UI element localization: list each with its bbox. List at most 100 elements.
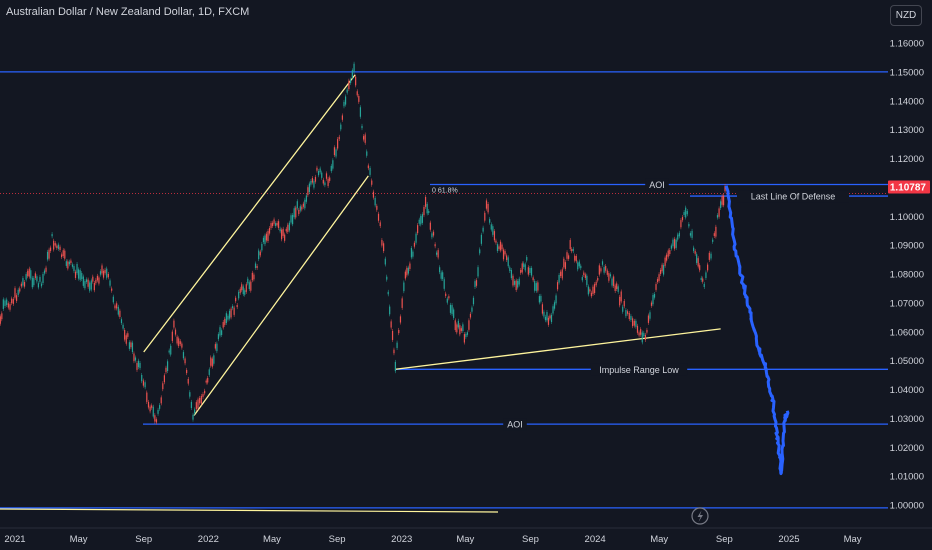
candle-body [530,267,533,276]
candle-body [131,342,134,352]
candle-body [111,288,113,291]
candle-body [340,124,342,130]
y-tick-label: 1.14000 [890,96,924,107]
candle-body [672,239,674,247]
candle-body [230,308,232,318]
candle-body [431,233,433,238]
x-tick-label: 2024 [585,534,606,545]
candle-body [552,306,554,314]
candle-body [521,263,523,273]
currency-button[interactable]: NZD [890,5,922,26]
projection-path [724,185,790,476]
candle-body [440,272,442,279]
candle-body [393,349,395,354]
candle-body [157,409,159,414]
candle-body [40,283,43,287]
candle-body [102,270,105,278]
y-tick-label: 1.05000 [890,356,924,367]
candle-body [31,277,33,288]
level-label-1: AOI [649,180,665,190]
current-price-badge [888,180,930,194]
candle-body [413,242,416,247]
candle-body [181,343,183,348]
candle-body [724,185,726,192]
y-tick-label: 1.12000 [890,154,924,165]
candle-body [259,251,261,256]
candle-body [572,248,574,252]
candle-body [449,304,452,313]
candle-body [20,283,22,287]
candle-body [176,336,178,344]
lightning-icon[interactable] [691,507,709,525]
candle-body [341,115,344,120]
candle-body [526,257,528,261]
candle-body [267,231,269,242]
candle-body [501,244,503,250]
candle-body [523,263,525,267]
level-label-2: Last Line Of Defense [751,192,836,202]
candle-body [410,248,413,258]
candle-body [214,344,216,349]
candle-body [114,305,116,309]
candle-body [718,208,720,217]
candle-body [613,276,615,287]
candle-body [584,274,586,278]
candle-body [139,362,141,369]
candle-body [653,293,656,298]
candle-body [92,276,94,282]
y-tick-label: 1.04000 [890,385,924,396]
candle-body [708,252,710,260]
candle-body [333,147,336,156]
candle-body [537,282,539,291]
candle-body [120,319,123,324]
candle-body [389,306,391,315]
candle-body [288,222,291,231]
candle-body [379,222,381,227]
candle-body [484,212,486,221]
candle-body [160,397,162,404]
candle-body [628,313,630,320]
candle-body [319,168,321,173]
candle-body [720,201,722,208]
candle-body [432,231,435,236]
candle-body [141,374,143,382]
symbol-title: Australian Dollar / New Zealand Dollar, … [6,6,250,18]
candle-body [712,239,714,242]
candle-body [606,270,608,275]
candle-body [322,179,324,184]
candle-body [210,357,212,366]
candle-body [670,245,672,249]
candle-body [445,293,447,296]
candle-body [19,288,21,292]
candle-body [546,312,548,321]
candle-body [270,223,272,228]
candle-body [311,178,314,183]
candle-body [390,321,392,328]
candle-body [244,290,246,295]
candle-body [412,251,414,257]
candle-body [394,361,396,372]
candle-body [43,270,46,274]
candle-body [144,382,146,388]
candle-body [592,286,594,294]
candle-body [112,296,114,303]
candle-body [518,278,520,285]
candle-body [27,270,29,277]
candle-body [184,358,186,364]
candle-body [632,318,634,327]
candle-body [650,302,653,306]
candle-body [313,181,315,188]
candle-body [391,330,394,340]
candle-body [699,265,701,271]
candle-body [691,230,693,238]
candle-body [580,265,582,269]
y-tick-label: 1.13000 [890,125,924,136]
candle-body [456,324,458,333]
candle-body [39,276,41,282]
candle-body [520,269,522,273]
candle-body [667,250,669,257]
candle-body [429,222,431,230]
candle-body [34,273,36,278]
candle-body [324,182,326,186]
